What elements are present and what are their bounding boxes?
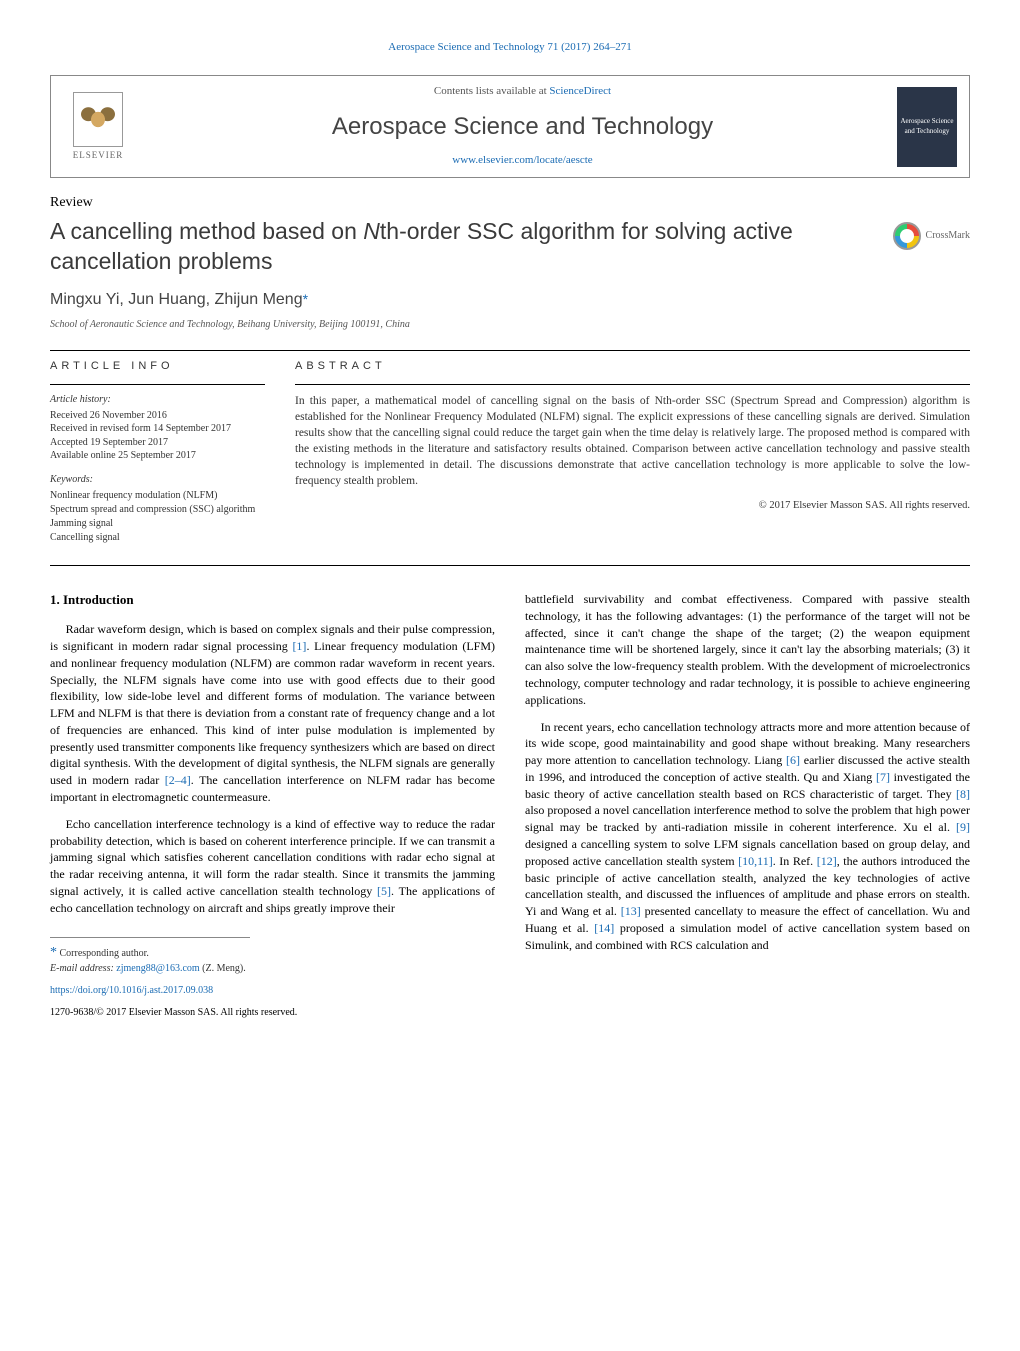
journal-cover-thumbnail: Aerospace Science and Technology [897,87,957,167]
footnotes: * Corresponding author. E-mail address: … [50,937,250,977]
sciencedirect-link[interactable]: ScienceDirect [549,85,611,97]
citation-link[interactable]: [13] [621,904,641,918]
citation-link[interactable]: [7] [876,770,890,784]
body-right-column: battlefield survivability and combat eff… [525,591,970,1020]
body-paragraph: Echo cancellation interference technolog… [50,816,495,917]
citation-link[interactable]: [10,11] [738,854,773,868]
authors-line: Mingxu Yi, Jun Huang, Zhijun Meng* [50,289,970,311]
divider [50,350,970,351]
publisher-name: ELSEVIER [73,149,124,162]
citation-link[interactable]: [5] [377,884,391,898]
email-link[interactable]: zjmeng88@163.com [116,963,199,974]
crossmark-badge[interactable]: CrossMark [893,222,970,250]
abstract-text: In this paper, a mathematical model of c… [295,393,970,490]
journal-volume-link[interactable]: Aerospace Science and Technology 71 (201… [50,40,970,55]
corresponding-marker-icon: * [303,291,308,307]
affiliation: School of Aeronautic Science and Technol… [50,318,970,332]
corresponding-marker-icon: * [50,945,57,960]
doi-link[interactable]: https://doi.org/10.1016/j.ast.2017.09.03… [50,985,213,996]
section-heading: 1. Introduction [50,591,495,609]
article-title: A cancelling method based on Nth-order S… [50,217,873,277]
divider [295,384,970,385]
elsevier-tree-icon [73,92,123,147]
article-info-heading: article info [50,359,265,374]
crossmark-icon [893,222,921,250]
journal-name: Aerospace Science and Technology [148,110,897,144]
abstract-heading: abstract [295,359,970,374]
body-paragraph: battlefield survivability and combat eff… [525,591,970,709]
publisher-logo: ELSEVIER [63,87,133,167]
keywords: Nonlinear frequency modulation (NLFM) Sp… [50,489,265,545]
abstract-copyright: © 2017 Elsevier Masson SAS. All rights r… [295,499,970,514]
body-left-column: 1. Introduction Radar waveform design, w… [50,591,495,1020]
journal-header: ELSEVIER Contents lists available at Sci… [50,75,970,177]
abstract-column: abstract In this paper, a mathematical m… [295,359,970,545]
journal-homepage-link[interactable]: www.elsevier.com/locate/aescte [148,153,897,168]
divider [50,384,265,385]
citation-link[interactable]: [12] [817,854,837,868]
citation-link[interactable]: [8] [956,787,970,801]
body-paragraph: In recent years, echo cancellation techn… [525,719,970,954]
citation-link[interactable]: [2–4] [165,773,191,787]
keywords-label: Keywords: [50,473,265,487]
body-two-column: 1. Introduction Radar waveform design, w… [50,591,970,1020]
citation-link[interactable]: [1] [292,639,306,653]
citation-link[interactable]: [9] [956,820,970,834]
doi-line: https://doi.org/10.1016/j.ast.2017.09.03… [50,984,495,998]
article-info-column: article info Article history: Received 2… [50,359,265,545]
article-history: Received 26 November 2016 Received in re… [50,409,265,463]
article-type: Review [50,193,970,213]
contents-lists-line: Contents lists available at ScienceDirec… [148,84,897,99]
issn-copyright: 1270-9638/© 2017 Elsevier Masson SAS. Al… [50,1006,495,1020]
divider [50,565,970,566]
body-paragraph: Radar waveform design, which is based on… [50,621,495,806]
citation-link[interactable]: [6] [786,753,800,767]
citation-link[interactable]: [14] [594,921,614,935]
article-history-label: Article history: [50,393,265,407]
